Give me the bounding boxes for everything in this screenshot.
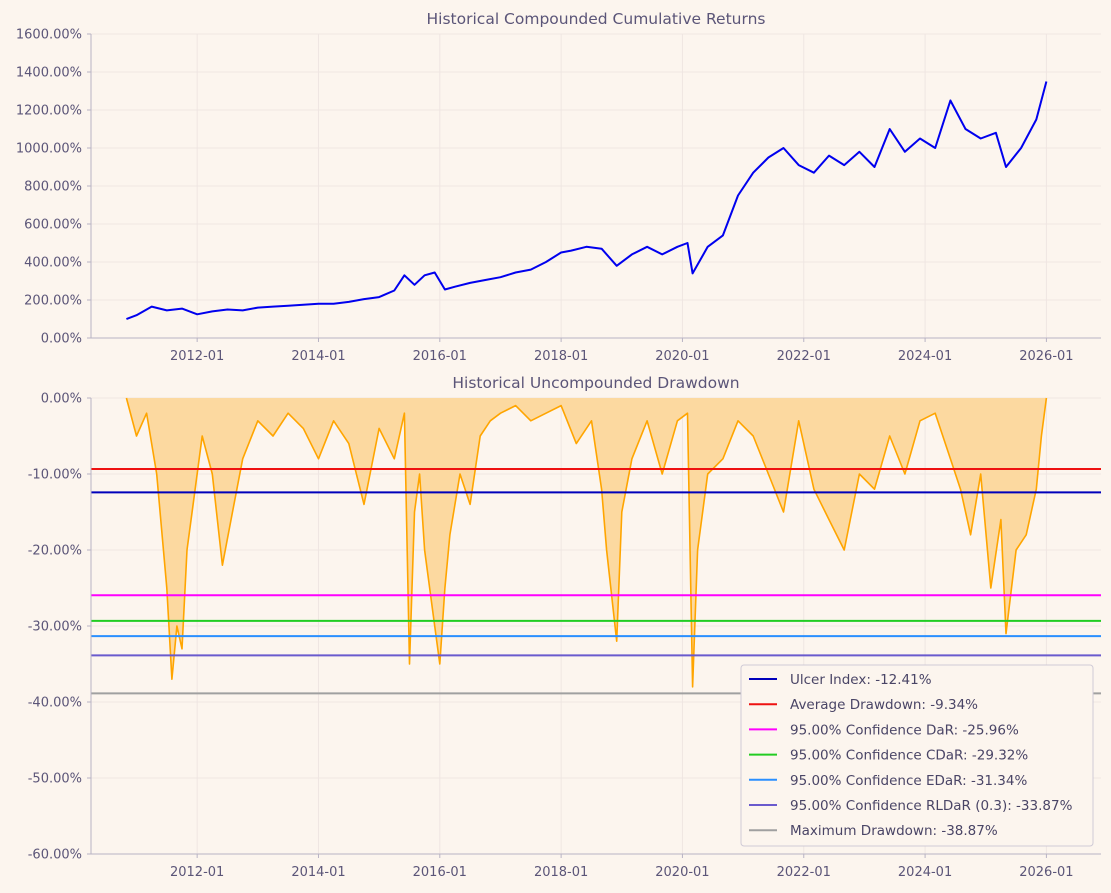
y-tick-label: 1000.00% xyxy=(16,142,82,157)
returns-y-ticks: 0.00% 200.00% 400.00% 600.00% 800.00% 1000.00… xyxy=(16,28,91,347)
returns-panel: 0.00% 200.00% 400.00% 600.00% 800.00% 1000.00… xyxy=(16,10,1101,364)
y-tick-label: 1600.00% xyxy=(16,28,82,43)
y-tick-label: -60.00% xyxy=(28,848,82,863)
y-tick-label: 1400.00% xyxy=(16,66,82,81)
x-tick-label: 2014-01 xyxy=(291,349,345,364)
drawdown-reference-lines xyxy=(91,467,1101,695)
drawdown-legend: Ulcer Index: -12.41% Average Drawdown: -9… xyxy=(740,664,1094,847)
legend-entry-label: 95.00% Confidence CDaR: -29.32% xyxy=(790,748,1028,764)
legend-box xyxy=(740,664,1094,847)
x-tick-label: 2014-01 xyxy=(291,865,345,880)
legend-entry-label: Average Drawdown: -9.34% xyxy=(790,697,978,713)
x-tick-label: 2024-01 xyxy=(898,349,952,364)
drawdown-area xyxy=(125,397,1048,688)
y-tick-label: 800.00% xyxy=(24,180,82,195)
returns-chart-title: Historical Compounded Cumulative Returns xyxy=(427,10,766,28)
y-tick-label: -50.00% xyxy=(28,772,82,787)
x-tick-label: 2016-01 xyxy=(413,865,467,880)
y-tick-label: -20.00% xyxy=(28,544,82,559)
x-tick-label: 2012-01 xyxy=(170,865,224,880)
x-tick-label: 2024-01 xyxy=(898,865,952,880)
returns-series xyxy=(126,81,1048,320)
x-tick-label: 2026-01 xyxy=(1019,349,1073,364)
y-tick-label: 200.00% xyxy=(24,294,82,309)
legend-entry-label: 95.00% Confidence DaR: -25.96% xyxy=(790,722,1019,738)
y-tick-label: -40.00% xyxy=(28,696,82,711)
x-tick-label: 2012-01 xyxy=(170,349,224,364)
y-tick-label: 600.00% xyxy=(24,218,82,233)
drawdown-x-ticks: 2012-01 2014-01 2016-01 2018-01 2020-01 2022-… xyxy=(170,854,1074,880)
legend-entry-label: 95.00% Confidence RLDaR (0.3): -33.87% xyxy=(790,798,1073,814)
y-tick-label: 1200.00% xyxy=(16,104,82,119)
x-tick-label: 2022-01 xyxy=(777,349,831,364)
x-tick-label: 2022-01 xyxy=(777,865,831,880)
y-tick-label: 400.00% xyxy=(24,256,82,271)
returns-x-ticks: 2012-01 2014-01 2016-01 2018-01 2020-01 2022-… xyxy=(170,338,1074,364)
x-tick-label: 2016-01 xyxy=(413,349,467,364)
y-tick-label: 0.00% xyxy=(41,392,82,407)
x-tick-label: 2018-01 xyxy=(534,349,588,364)
cumulative-returns-line xyxy=(126,81,1048,320)
legend-entry-label: Maximum Drawdown: -38.87% xyxy=(790,823,998,839)
drawdown-panel: 0.00% -10.00% -20.00% -30.00% -40.00% -50.00%… xyxy=(28,374,1101,880)
x-tick-label: 2026-01 xyxy=(1019,865,1073,880)
x-tick-label: 2020-01 xyxy=(655,349,709,364)
drawdown-y-ticks: 0.00% -10.00% -20.00% -30.00% -40.00% -50.00%… xyxy=(28,392,91,863)
drawdown-chart-title: Historical Uncompounded Drawdown xyxy=(452,374,739,392)
drawdown-fill xyxy=(126,398,1047,687)
y-tick-label: -30.00% xyxy=(28,620,82,635)
y-tick-label: -10.00% xyxy=(28,468,82,483)
x-tick-label: 2020-01 xyxy=(655,865,709,880)
legend-entry-label: 95.00% Confidence EDaR: -31.34% xyxy=(790,773,1027,789)
x-tick-label: 2018-01 xyxy=(534,865,588,880)
y-tick-label: 0.00% xyxy=(41,332,82,347)
drawdown-line xyxy=(125,397,1048,688)
returns-grid xyxy=(91,33,1101,339)
legend-entry-label: Ulcer Index: -12.41% xyxy=(790,672,932,688)
